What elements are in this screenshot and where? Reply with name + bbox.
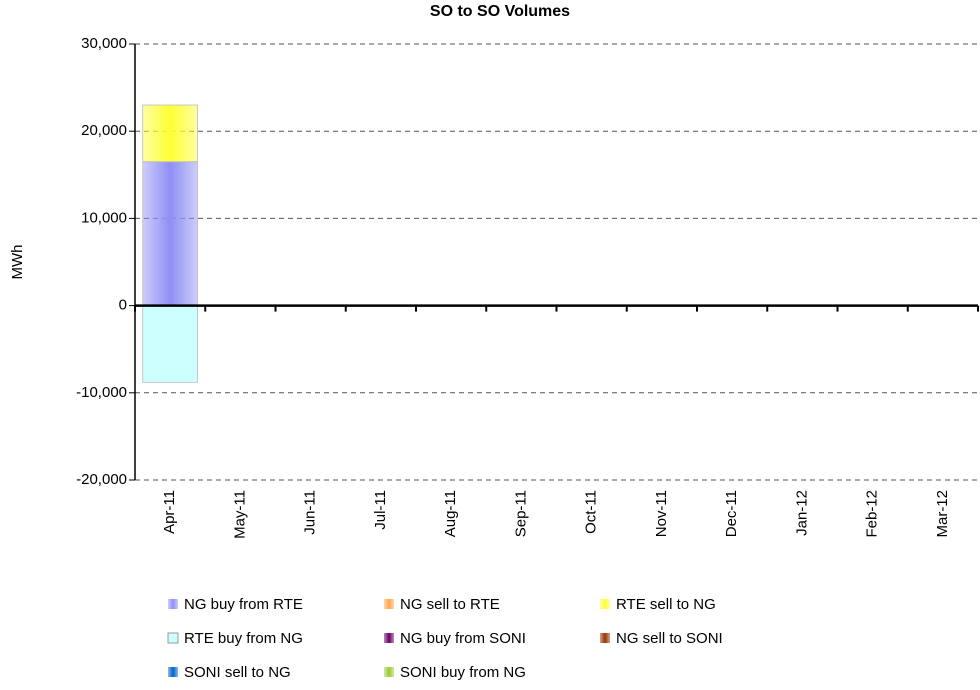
bar bbox=[142, 161, 198, 307]
x-tick-label: Sep-11 bbox=[512, 490, 529, 537]
legend-label: SONI buy from NG bbox=[400, 664, 526, 681]
y-tick-label: 0 bbox=[119, 297, 127, 314]
legend-label: NG sell to RTE bbox=[400, 596, 500, 613]
legend-swatch bbox=[600, 599, 610, 609]
legend-swatch bbox=[167, 632, 179, 644]
legend-label: RTE sell to NG bbox=[616, 596, 716, 613]
legend-label: SONI sell to NG bbox=[184, 664, 291, 681]
y-tick-label: 30,000 bbox=[81, 35, 127, 52]
x-tick-label: Jul-11 bbox=[372, 490, 389, 530]
x-tick-label: Feb-12 bbox=[864, 490, 881, 538]
bar bbox=[142, 305, 198, 383]
legend-label: RTE buy from NG bbox=[184, 630, 303, 647]
y-tick-label: 20,000 bbox=[81, 122, 127, 139]
legend-label: NG sell to SONI bbox=[616, 630, 723, 647]
legend-swatch bbox=[168, 599, 178, 609]
x-tick-label: May-11 bbox=[231, 490, 248, 539]
y-axis-label: MWh bbox=[9, 245, 26, 280]
legend-label: NG buy from SONI bbox=[400, 630, 526, 647]
legend-swatch bbox=[384, 599, 394, 609]
y-tick-label: -10,000 bbox=[76, 384, 127, 401]
legend-label: NG buy from RTE bbox=[184, 596, 303, 613]
x-tick-label: Oct-11 bbox=[583, 490, 600, 534]
x-tick-label: Jun-11 bbox=[302, 490, 319, 535]
legend-swatch bbox=[384, 667, 394, 677]
legend-swatch bbox=[600, 633, 610, 643]
y-tick-label: -20,000 bbox=[76, 471, 127, 488]
x-tick-label: Aug-11 bbox=[442, 490, 459, 537]
x-tick-label: Dec-11 bbox=[723, 490, 740, 537]
chart-title: SO to SO Volumes bbox=[430, 3, 570, 20]
x-tick-label: Jan-12 bbox=[793, 490, 810, 536]
bar bbox=[142, 104, 198, 163]
legend-swatch bbox=[168, 667, 178, 677]
y-tick-label: 10,000 bbox=[81, 209, 127, 226]
x-tick-label: Nov-11 bbox=[653, 490, 670, 537]
x-tick-label: Mar-12 bbox=[934, 490, 951, 538]
legend-swatch bbox=[384, 633, 394, 643]
x-tick-label: Apr-11 bbox=[161, 490, 178, 534]
